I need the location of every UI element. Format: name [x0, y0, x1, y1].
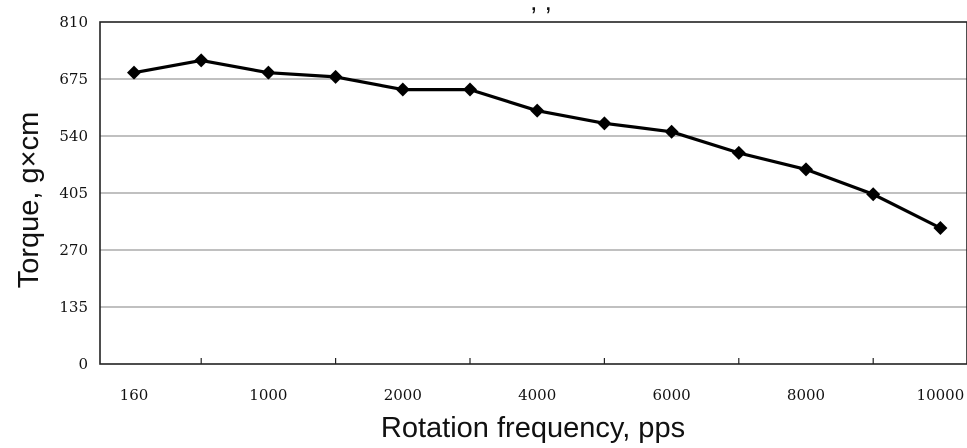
y-axis-title: Torque, g×cm [13, 112, 45, 289]
data-point-marker [194, 53, 209, 68]
data-point-marker [127, 65, 141, 80]
x-tick-label: 6000 [653, 386, 691, 404]
x-tick-label: 4000 [518, 386, 556, 404]
data-point-marker [463, 82, 477, 97]
series-markers [127, 53, 948, 236]
data-point-marker [261, 65, 276, 80]
data-point-marker [799, 162, 813, 177]
data-point-marker [328, 69, 343, 84]
data-point-marker [866, 187, 881, 202]
plot-frame [99, 21, 967, 365]
y-tick-label: 810 [59, 13, 88, 31]
x-tick-label: 8000 [787, 386, 825, 404]
x-tick-label: 2000 [384, 386, 422, 404]
data-point-marker [933, 221, 948, 236]
data-point-marker [530, 103, 545, 118]
y-tick-label: 135 [59, 298, 88, 316]
y-tick-label: 0 [78, 355, 88, 373]
grid-lines [100, 78, 967, 308]
data-point-marker [597, 116, 612, 131]
x-axis-tick-labels: 160 1000 2000 4000 6000 8000 10000 [120, 386, 965, 404]
series-line [133, 58, 942, 230]
y-tick-label: 540 [59, 127, 88, 145]
y-axis-tick-labels: 810 675 540 405 270 135 0 [59, 13, 88, 373]
x-axis-title: Rotation frequency, pps [381, 412, 685, 444]
x-tick-label: 160 [120, 386, 149, 404]
data-point-marker [731, 145, 746, 160]
y-tick-label: 675 [59, 70, 88, 88]
chart-title: , , [530, 0, 552, 16]
y-tick-label: 405 [59, 184, 88, 202]
data-point-marker [664, 124, 679, 139]
x-tick-label: 10000 [917, 386, 965, 404]
x-tick-label: 1000 [249, 386, 287, 404]
x-axis-tick-marks [200, 358, 874, 364]
y-tick-label: 270 [59, 241, 88, 259]
data-point-marker [395, 82, 410, 97]
